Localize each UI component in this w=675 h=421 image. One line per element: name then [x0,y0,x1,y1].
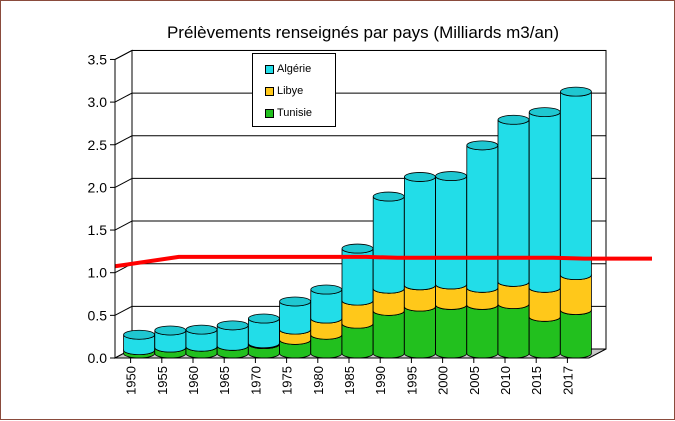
bar-body [435,304,467,359]
y-tick-label: 3.0 [88,94,108,110]
bar-segment-algérie [435,171,468,290]
bar-body [560,309,592,359]
bar-body [466,145,499,293]
x-tick-label: 2000 [436,366,451,395]
bar-body [466,304,499,359]
gridline-side [114,177,133,188]
bar-cap [560,86,592,97]
bar-cap [216,320,249,331]
bar-cap [497,114,530,125]
bar-cap [123,329,156,340]
legend-label: Libye [277,85,304,97]
bar-body [435,175,467,290]
x-tick-label: 1975 [280,366,295,395]
bar-segment-algérie [560,86,592,280]
bar-body [497,303,530,359]
bar-cap [310,284,343,295]
bar-body [560,91,592,280]
bar-segment-algérie [216,320,249,351]
bar-cap [341,243,374,254]
x-tick-label: 1985 [342,366,357,395]
legend: Algérie Libye Tunisie [252,53,336,127]
chart-title: Prélèvements renseignés par pays (Millia… [167,23,559,42]
bar-cap [154,325,187,336]
bar-segment-algérie [279,296,312,335]
legend-swatch [265,65,274,74]
bar-body [404,176,436,291]
bar-body [404,306,436,359]
bar-segment-algérie [466,140,499,293]
bar-segment-algérie [123,329,156,355]
y-tick-label: 1.0 [88,265,108,281]
x-tick-label: 2017 [560,366,575,395]
x-tick-label: 1980 [311,366,326,395]
gridline-side [114,220,133,231]
bar-segment-algérie [497,114,530,287]
reference-line [114,254,652,269]
bar-cap [185,324,218,335]
x-tick-label: 2005 [467,366,482,395]
x-tick-label: 1960 [186,366,201,395]
bar-body [372,196,405,294]
bar-segment-algérie [341,243,374,306]
y-tick-label: 1.5 [88,222,108,238]
bar-cap [247,313,280,324]
y-tick-label: 2.5 [88,137,108,153]
y-tick-label: 0.5 [88,307,108,323]
x-tick-label: 1955 [155,366,170,395]
x-tick-label: 1970 [248,366,263,395]
bar-body [310,289,343,324]
legend-label: Algérie [277,63,312,75]
bar-segment-algérie [247,313,280,349]
plot-side-wall [114,49,133,359]
bar-segment-algérie [154,325,187,353]
bar-body [497,119,530,287]
gridline-side [114,50,133,60]
bar-body [528,287,561,322]
x-tick-label: 2015 [529,366,544,395]
gridline-side [114,305,133,316]
legend-label: Tunisie [277,107,313,119]
bar-segment-algérie [528,107,561,293]
bar-segment-algérie [372,191,405,294]
bar-body [528,111,561,293]
bar-body [341,323,374,359]
x-tick-label: 1950 [124,366,139,395]
y-tick-label: 2.0 [88,179,108,195]
bar-segment-algérie [185,324,218,352]
bar-body [528,316,561,359]
bar-segment-algérie [403,172,436,291]
bar-segment-algérie [310,284,343,324]
x-tick-label: 1965 [217,366,232,395]
legend-swatch [265,109,274,118]
y-tick-label: 3.5 [88,51,108,67]
x-tick-label: 1990 [373,366,388,395]
bar-cap [279,296,312,307]
bar-cap [528,107,561,118]
bar-cap [466,140,499,151]
bar-body [372,310,405,359]
gridline-side [114,135,133,146]
legend-swatch [265,87,274,96]
x-tick-label: 1995 [404,366,419,395]
x-tick-label: 2010 [498,366,513,395]
gridline-side [114,92,133,103]
bar-cap [435,171,468,181]
bar-body [560,274,592,315]
y-tick-label: 0.0 [88,350,108,366]
bar-cap [372,191,405,202]
bar-cap [403,172,436,182]
